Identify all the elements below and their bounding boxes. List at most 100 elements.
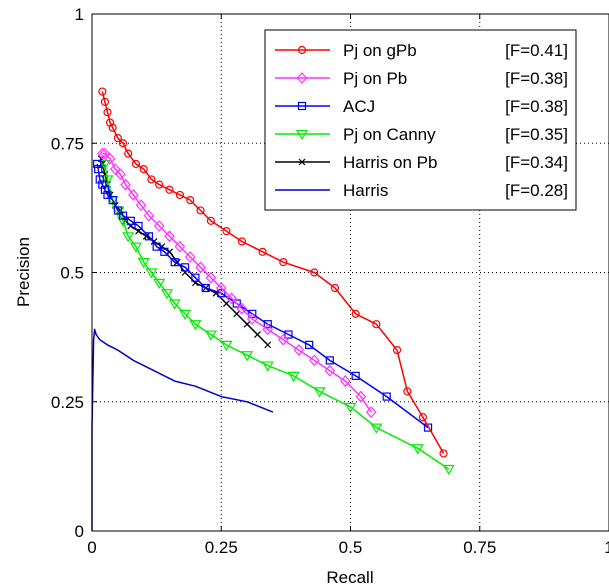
x-tick-label: 1	[604, 538, 609, 557]
data-point	[168, 299, 181, 310]
data-point	[324, 364, 336, 377]
data-point	[118, 211, 128, 220]
x-tick-label: 0.5	[339, 538, 363, 557]
data-point	[201, 283, 210, 293]
data-point	[204, 330, 217, 341]
legend-entry: Harris on Pb [F=0.34]	[275, 153, 568, 172]
data-point	[236, 302, 248, 315]
data-point	[124, 149, 133, 158]
data-point	[287, 371, 300, 383]
legend-label: Pj on Canny	[343, 125, 436, 144]
x-tick-label: 0	[87, 538, 96, 557]
data-point	[439, 449, 448, 458]
data-point	[147, 175, 156, 184]
data-point	[264, 341, 272, 349]
data-point	[122, 232, 135, 243]
legend-box	[264, 29, 577, 211]
data-point	[105, 118, 115, 127]
data-point	[98, 87, 107, 96]
data-point	[98, 180, 107, 189]
x-axis-label: Recall	[326, 568, 373, 587]
data-point	[442, 464, 455, 476]
y-tick-label: 1	[75, 5, 84, 24]
data-point	[330, 283, 340, 293]
data-point	[370, 423, 383, 434]
data-point	[145, 268, 158, 279]
data-point	[325, 356, 334, 365]
data-point	[99, 147, 111, 160]
y-axis-label: Precision	[14, 237, 33, 307]
data-point	[104, 152, 116, 165]
x-tick-label: 0.25	[205, 538, 238, 557]
legend-entry: ACJ [F=0.38]	[275, 97, 568, 116]
data-point	[241, 351, 254, 362]
data-point	[134, 221, 143, 231]
data-point	[222, 227, 231, 236]
data-point	[279, 258, 288, 267]
axis-ticks	[91, 13, 609, 532]
data-point	[179, 309, 192, 321]
legend-entry: Pj on Pb [F=0.38]	[275, 69, 568, 88]
data-point	[191, 273, 200, 282]
data-point	[263, 320, 272, 329]
data-point	[246, 313, 258, 325]
data-point	[243, 320, 251, 328]
data-point	[403, 387, 412, 396]
data-point	[277, 333, 289, 346]
data-point	[423, 423, 433, 432]
legend-score: [F=0.41]	[505, 41, 568, 60]
data-point	[152, 242, 161, 251]
y-tick-label: 0	[75, 522, 84, 541]
data-point	[144, 232, 153, 241]
data-point	[98, 159, 111, 171]
data-point	[180, 263, 190, 272]
legend-score: [F=0.34]	[505, 153, 568, 172]
data-point	[108, 196, 117, 205]
data-point	[382, 392, 391, 401]
legend-marker	[296, 72, 308, 84]
data-point	[139, 165, 148, 174]
data-point	[94, 165, 103, 174]
data-point	[143, 209, 155, 222]
data-point	[160, 289, 174, 300]
legend-entry: Pj on Canny [F=0.35]	[275, 125, 568, 144]
data-point	[205, 271, 217, 284]
data-point	[310, 268, 319, 277]
data-point	[95, 175, 104, 184]
data-point	[196, 206, 205, 215]
legend-score: [F=0.35]	[505, 125, 568, 144]
series-layer	[91, 87, 455, 531]
data-point	[184, 251, 196, 263]
data-point	[254, 331, 261, 338]
data-point	[351, 371, 360, 380]
legend-marker	[297, 101, 307, 111]
data-point	[195, 261, 206, 274]
data-point	[215, 282, 227, 294]
y-tick-label: 0.75	[51, 134, 84, 153]
data-point	[97, 147, 108, 160]
legend: Pj on gPb [F=0.41] Pj on Pb [F=0.38] ACJ [F=0…	[264, 29, 577, 211]
legend-score: [F=0.28]	[505, 181, 568, 200]
data-point	[126, 216, 135, 225]
data-point	[153, 278, 166, 290]
data-point	[93, 159, 102, 169]
legend-entry: Pj on gPb [F=0.41]	[275, 41, 568, 60]
data-point	[233, 310, 241, 318]
data-point	[313, 387, 326, 398]
data-point	[118, 139, 128, 148]
y-tick-label: 0.25	[51, 393, 84, 412]
legend-label: Pj on Pb	[343, 69, 407, 88]
data-point	[113, 206, 122, 215]
legend-label: Harris on Pb	[343, 153, 437, 172]
data-point	[261, 361, 274, 372]
data-point	[103, 108, 112, 117]
series-pj-on-pb	[97, 147, 377, 418]
data-point	[237, 237, 247, 246]
tick-labels: 0 0.25 0.5 0.75 1 0 0.25 0.5 0.75 1	[51, 5, 609, 557]
data-point	[137, 258, 150, 269]
data-point	[170, 258, 179, 267]
series-line	[91, 328, 274, 531]
data-point	[128, 189, 139, 201]
legend-label: ACJ	[343, 97, 375, 116]
legend-score: [F=0.38]	[505, 97, 568, 116]
